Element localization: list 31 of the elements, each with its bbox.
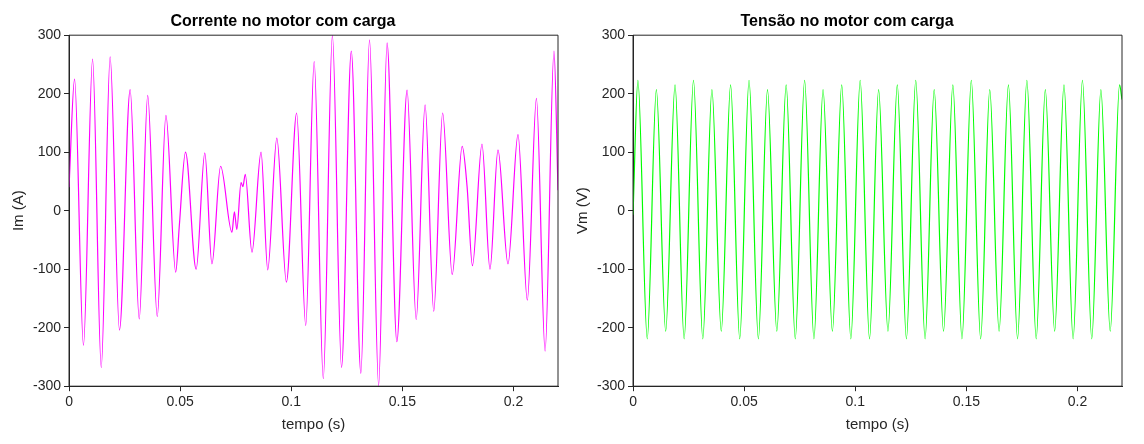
y-tick-label: -100: [32, 260, 62, 277]
x-tick-label: 0.05: [730, 393, 758, 410]
x-tick-label: 0.2: [503, 393, 524, 410]
chart-title: Corrente no motor com carga: [170, 12, 396, 30]
y-tick-label: -300: [596, 377, 626, 394]
y-tick-label: 0: [53, 201, 62, 218]
x-tick-label: 0.2: [1067, 393, 1088, 410]
y-tick-label: 200: [37, 84, 62, 101]
y-axis-title: Im (A): [9, 190, 27, 232]
y-axis-title: Vm (V): [573, 187, 591, 235]
y-tick-label: 200: [601, 84, 626, 101]
x-tick-label: 0: [65, 393, 74, 410]
y-tick-label: 100: [601, 143, 626, 160]
x-axis-title: tempo (s): [845, 415, 910, 433]
x-tick-label: 0.1: [845, 393, 866, 410]
x-tick-label: 0.05: [166, 393, 194, 410]
y-tick-label: -100: [596, 260, 626, 277]
y-tick-label: 300: [37, 26, 62, 43]
y-tick-label: 0: [617, 201, 626, 218]
y-tick-label: 100: [37, 143, 62, 160]
x-tick-label: 0.1: [281, 393, 302, 410]
chart-title: Tensão no motor com carga: [740, 12, 954, 30]
x-tick-label: 0.15: [952, 393, 981, 410]
x-axis-title: tempo (s): [281, 415, 346, 433]
line-series: [633, 79, 1122, 340]
y-tick-label: -200: [596, 318, 626, 335]
x-tick-label: 0.15: [388, 393, 417, 410]
x-tick-label: 0: [629, 393, 638, 410]
y-tick-label: -200: [32, 318, 62, 335]
y-tick-label: -300: [32, 377, 62, 394]
y-tick-label: 300: [601, 26, 626, 43]
